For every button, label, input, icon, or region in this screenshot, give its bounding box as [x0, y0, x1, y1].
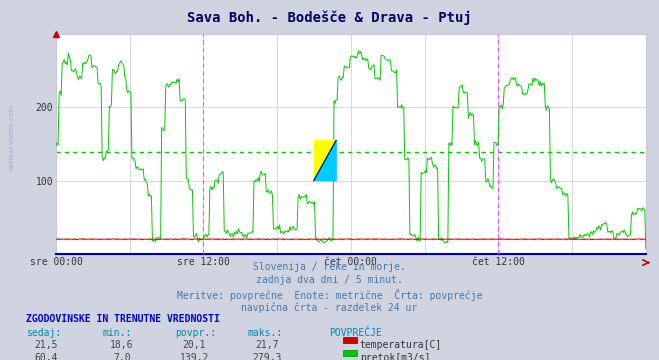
Text: 7,0: 7,0: [113, 353, 130, 360]
Text: Slovenija / reke in morje.: Slovenija / reke in morje.: [253, 262, 406, 272]
Text: www.si-vreme.com: www.si-vreme.com: [9, 104, 14, 170]
Text: Meritve: povprečne  Enote: metrične  Črta: povprečje: Meritve: povprečne Enote: metrične Črta:…: [177, 289, 482, 301]
Text: 18,6: 18,6: [110, 340, 134, 350]
Text: 139,2: 139,2: [180, 353, 209, 360]
Text: povpr.:: povpr.:: [175, 328, 215, 338]
Text: Sava Boh. - Bodešče & Drava - Ptuj: Sava Boh. - Bodešče & Drava - Ptuj: [187, 10, 472, 24]
Text: pretok[m3/s]: pretok[m3/s]: [360, 353, 430, 360]
Text: 20,1: 20,1: [183, 340, 206, 350]
Text: zadnja dva dni / 5 minut.: zadnja dva dni / 5 minut.: [256, 275, 403, 285]
Text: temperatura[C]: temperatura[C]: [360, 340, 442, 350]
Text: 21,7: 21,7: [255, 340, 279, 350]
Text: ZGODOVINSKE IN TRENUTNE VREDNOSTI: ZGODOVINSKE IN TRENUTNE VREDNOSTI: [26, 314, 220, 324]
Text: POVPREČJE: POVPREČJE: [330, 328, 382, 338]
Polygon shape: [314, 140, 336, 181]
Text: 21,5: 21,5: [34, 340, 58, 350]
Text: 60,4: 60,4: [34, 353, 58, 360]
Text: maks.:: maks.:: [247, 328, 282, 338]
Text: navpična črta - razdelek 24 ur: navpična črta - razdelek 24 ur: [241, 302, 418, 312]
Text: sedaj:: sedaj:: [26, 328, 61, 338]
Polygon shape: [314, 140, 336, 181]
Text: min.:: min.:: [102, 328, 132, 338]
Text: 279,3: 279,3: [252, 353, 281, 360]
